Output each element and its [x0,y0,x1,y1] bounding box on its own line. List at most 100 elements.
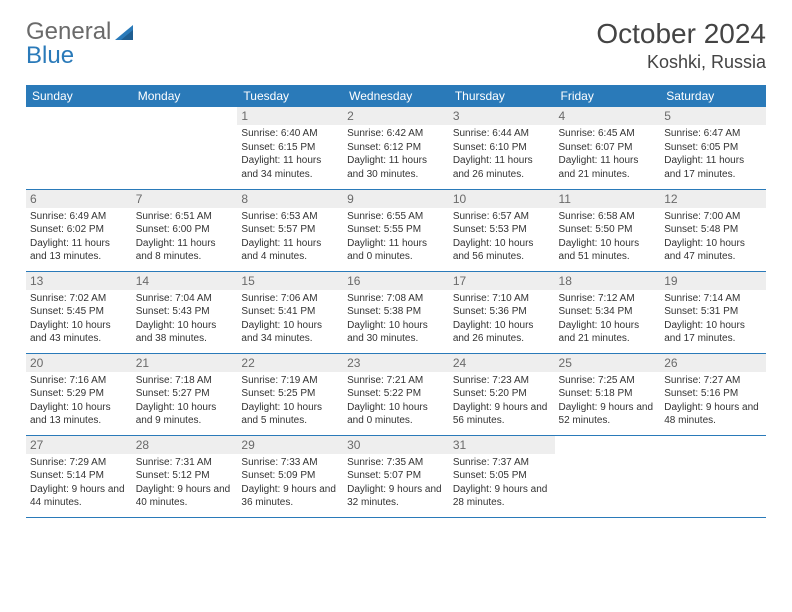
day-number: 5 [660,107,766,125]
day-number: 25 [555,354,661,372]
day-details: Sunrise: 7:21 AMSunset: 5:22 PMDaylight:… [347,374,445,428]
day-details: Sunrise: 7:02 AMSunset: 5:45 PMDaylight:… [30,292,128,346]
day-number: 12 [660,190,766,208]
logo-sail-icon [115,23,137,41]
calendar-day-cell: 22 Sunrise: 7:19 AMSunset: 5:25 PMDayligh… [237,353,343,435]
day-number: 4 [555,107,661,125]
weekday-header: Saturday [660,85,766,107]
day-details: Sunrise: 6:55 AMSunset: 5:55 PMDaylight:… [347,210,445,264]
day-details: Sunrise: 7:19 AMSunset: 5:25 PMDaylight:… [241,374,339,428]
location-label: Koshki, Russia [596,52,766,73]
weekday-header: Thursday [449,85,555,107]
weekday-header: Monday [132,85,238,107]
day-details: Sunrise: 7:23 AMSunset: 5:20 PMDaylight:… [453,374,551,428]
day-details: Sunrise: 7:16 AMSunset: 5:29 PMDaylight:… [30,374,128,428]
calendar-day-cell: 2 Sunrise: 6:42 AMSunset: 6:12 PMDaylight… [343,107,449,189]
day-details: Sunrise: 6:47 AMSunset: 6:05 PMDaylight:… [664,127,762,181]
day-number: 30 [343,436,449,454]
calendar-day-cell: 16 Sunrise: 7:08 AMSunset: 5:38 PMDayligh… [343,271,449,353]
title-block: October 2024 Koshki, Russia [596,18,766,73]
day-number: 20 [26,354,132,372]
day-details: Sunrise: 6:45 AMSunset: 6:07 PMDaylight:… [559,127,657,181]
calendar-week-row: 27 Sunrise: 7:29 AMSunset: 5:14 PMDayligh… [26,435,766,517]
calendar-day-cell: 11Sunrise: 6:58 AMSunset: 5:50 PMDayligh… [555,189,661,271]
day-number: 29 [237,436,343,454]
day-number: 16 [343,272,449,290]
day-number: 1 [237,107,343,125]
calendar-week-row: 6 Sunrise: 6:49 AMSunset: 6:02 PMDaylight… [26,189,766,271]
calendar-day-cell: 1Sunrise: 6:40 AMSunset: 6:15 PMDaylight… [237,107,343,189]
calendar-day-cell [555,435,661,517]
calendar-day-cell: 27 Sunrise: 7:29 AMSunset: 5:14 PMDayligh… [26,435,132,517]
calendar-day-cell: 6 Sunrise: 6:49 AMSunset: 6:02 PMDaylight… [26,189,132,271]
day-details: Sunrise: 7:31 AMSunset: 5:12 PMDaylight:… [136,456,234,510]
logo-word2: Blue [26,42,74,70]
day-number: 3 [449,107,555,125]
calendar-day-cell: 30 Sunrise: 7:35 AMSunset: 5:07 PMDayligh… [343,435,449,517]
calendar-day-cell: 18 Sunrise: 7:12 AMSunset: 5:34 PMDayligh… [555,271,661,353]
day-number: 14 [132,272,238,290]
day-details: Sunrise: 7:10 AMSunset: 5:36 PMDaylight:… [453,292,551,346]
day-number: 22 [237,354,343,372]
calendar-day-cell: 28 Sunrise: 7:31 AMSunset: 5:12 PMDayligh… [132,435,238,517]
calendar-week-row: 1Sunrise: 6:40 AMSunset: 6:15 PMDaylight… [26,107,766,189]
day-details: Sunrise: 7:06 AMSunset: 5:41 PMDaylight:… [241,292,339,346]
day-number: 27 [26,436,132,454]
day-number: 19 [660,272,766,290]
calendar-day-cell [26,107,132,189]
calendar-day-cell: 23 Sunrise: 7:21 AMSunset: 5:22 PMDayligh… [343,353,449,435]
header: General October 2024 Koshki, Russia [26,18,766,73]
calendar-day-cell: 19 Sunrise: 7:14 AMSunset: 5:31 PMDayligh… [660,271,766,353]
calendar-day-cell: 29Sunrise: 7:33 AMSunset: 5:09 PMDayligh… [237,435,343,517]
day-number: 26 [660,354,766,372]
calendar-day-cell: 3 Sunrise: 6:44 AMSunset: 6:10 PMDaylight… [449,107,555,189]
day-number: 7 [132,190,238,208]
calendar-day-cell [660,435,766,517]
calendar-day-cell: 7 Sunrise: 6:51 AMSunset: 6:00 PMDaylight… [132,189,238,271]
day-number: 17 [449,272,555,290]
day-number: 6 [26,190,132,208]
calendar-week-row: 20 Sunrise: 7:16 AMSunset: 5:29 PMDayligh… [26,353,766,435]
calendar-day-cell: 8Sunrise: 6:53 AMSunset: 5:57 PMDaylight… [237,189,343,271]
calendar-day-cell: 15Sunrise: 7:06 AMSunset: 5:41 PMDayligh… [237,271,343,353]
calendar-day-cell: 31Sunrise: 7:37 AMSunset: 5:05 PMDayligh… [449,435,555,517]
day-number: 21 [132,354,238,372]
page-title: October 2024 [596,18,766,50]
day-number: 18 [555,272,661,290]
calendar-day-cell: 24 Sunrise: 7:23 AMSunset: 5:20 PMDayligh… [449,353,555,435]
calendar-day-cell: 10Sunrise: 6:57 AMSunset: 5:53 PMDayligh… [449,189,555,271]
day-details: Sunrise: 7:00 AMSunset: 5:48 PMDaylight:… [664,210,762,264]
calendar-day-cell: 20 Sunrise: 7:16 AMSunset: 5:29 PMDayligh… [26,353,132,435]
calendar-day-cell: 12 Sunrise: 7:00 AMSunset: 5:48 PMDayligh… [660,189,766,271]
day-details: Sunrise: 6:51 AMSunset: 6:00 PMDaylight:… [136,210,234,264]
day-details: Sunrise: 7:04 AMSunset: 5:43 PMDaylight:… [136,292,234,346]
day-number: 24 [449,354,555,372]
calendar-table: SundayMondayTuesdayWednesdayThursdayFrid… [26,85,766,518]
calendar-day-cell: 9Sunrise: 6:55 AMSunset: 5:55 PMDaylight… [343,189,449,271]
calendar-day-cell: 13 Sunrise: 7:02 AMSunset: 5:45 PMDayligh… [26,271,132,353]
calendar-day-cell: 26Sunrise: 7:27 AMSunset: 5:16 PMDayligh… [660,353,766,435]
day-details: Sunrise: 6:49 AMSunset: 6:02 PMDaylight:… [30,210,128,264]
day-details: Sunrise: 7:29 AMSunset: 5:14 PMDaylight:… [30,456,128,510]
day-number: 2 [343,107,449,125]
day-details: Sunrise: 7:14 AMSunset: 5:31 PMDaylight:… [664,292,762,346]
day-number: 23 [343,354,449,372]
day-details: Sunrise: 7:35 AMSunset: 5:07 PMDaylight:… [347,456,445,510]
weekday-header: Sunday [26,85,132,107]
day-details: Sunrise: 6:42 AMSunset: 6:12 PMDaylight:… [347,127,445,181]
weekday-header: Wednesday [343,85,449,107]
weekday-header: Friday [555,85,661,107]
day-details: Sunrise: 7:08 AMSunset: 5:38 PMDaylight:… [347,292,445,346]
day-details: Sunrise: 6:58 AMSunset: 5:50 PMDaylight:… [559,210,657,264]
day-number: 31 [449,436,555,454]
calendar-day-cell: 14 Sunrise: 7:04 AMSunset: 5:43 PMDayligh… [132,271,238,353]
calendar-header-row: SundayMondayTuesdayWednesdayThursdayFrid… [26,85,766,107]
day-details: Sunrise: 6:44 AMSunset: 6:10 PMDaylight:… [453,127,551,181]
calendar-week-row: 13 Sunrise: 7:02 AMSunset: 5:45 PMDayligh… [26,271,766,353]
day-number: 13 [26,272,132,290]
day-details: Sunrise: 7:12 AMSunset: 5:34 PMDaylight:… [559,292,657,346]
day-number: 28 [132,436,238,454]
day-details: Sunrise: 6:53 AMSunset: 5:57 PMDaylight:… [241,210,339,264]
calendar-day-cell: 4 Sunrise: 6:45 AMSunset: 6:07 PMDaylight… [555,107,661,189]
day-details: Sunrise: 6:57 AMSunset: 5:53 PMDaylight:… [453,210,551,264]
